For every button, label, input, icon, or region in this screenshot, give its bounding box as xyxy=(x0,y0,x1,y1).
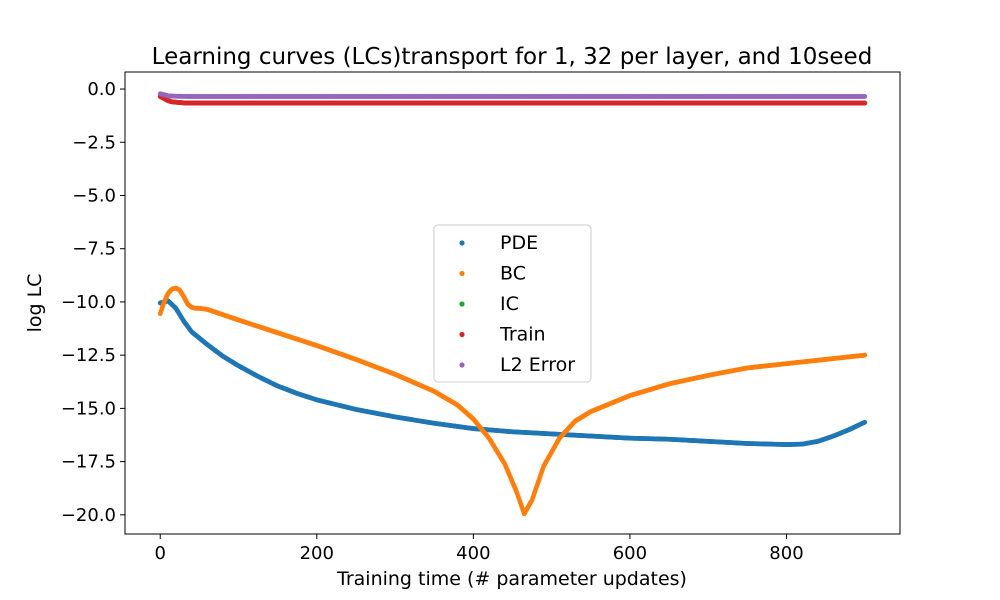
x-tick-label: 800 xyxy=(769,543,803,564)
series-bc xyxy=(157,285,868,517)
data-point xyxy=(862,419,868,425)
legend: PDE BC IC Train L2 Error xyxy=(433,224,592,383)
x-axis-label: Training time (# parameter updates) xyxy=(336,568,687,590)
data-point xyxy=(862,100,868,106)
y-tick-label: −17.5 xyxy=(61,452,116,473)
y-axis-label: log LC xyxy=(24,274,46,333)
legend-label: PDE xyxy=(500,232,538,254)
legend-label: IC xyxy=(500,293,519,315)
legend-marker xyxy=(459,362,465,368)
plot-area xyxy=(157,91,868,517)
legend-label: Train xyxy=(499,324,546,346)
legend-marker xyxy=(459,301,465,307)
legend-marker xyxy=(459,331,465,338)
legend-label: L2 Error xyxy=(500,354,575,376)
y-tick-label: −20.0 xyxy=(61,505,116,526)
y-tick-label: −2.5 xyxy=(72,132,116,153)
legend-marker xyxy=(459,270,465,277)
x-tick-label: 400 xyxy=(456,543,490,564)
x-tick-label: 0 xyxy=(155,543,166,564)
legend-marker xyxy=(459,240,465,246)
data-point xyxy=(862,352,868,358)
y-tick-label: −12.5 xyxy=(61,345,116,366)
x-tick-label: 600 xyxy=(613,543,647,564)
y-tick-label: −5.0 xyxy=(72,185,116,206)
legend-label: BC xyxy=(500,263,526,285)
chart-title: Learning curves (LCs)transport for 1, 32… xyxy=(152,44,873,70)
series-pde xyxy=(157,298,868,447)
y-tick-label: −7.5 xyxy=(72,239,116,260)
y-tick-label: −15.0 xyxy=(61,398,116,419)
x-tick-label: 200 xyxy=(300,543,334,564)
data-point xyxy=(862,94,868,99)
y-tick-label: −10.0 xyxy=(61,292,116,313)
y-tick-label: 0.0 xyxy=(87,79,116,100)
